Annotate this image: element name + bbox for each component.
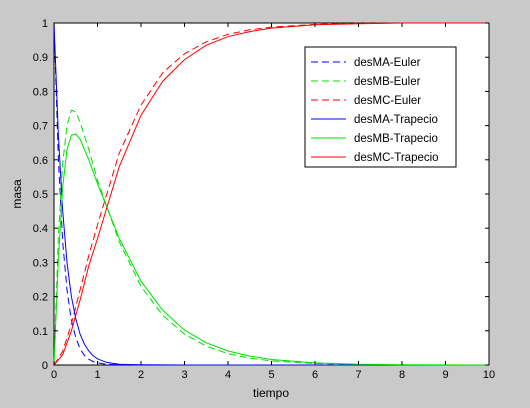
legend-label: desMA-Trapecio	[354, 114, 438, 126]
legend-label: desMB-Euler	[354, 76, 421, 88]
y-axis-label: masa	[10, 179, 24, 209]
y-tick-label: 0.2	[33, 292, 48, 304]
y-tick-label: 0	[42, 360, 48, 372]
x-tick-label: 4	[225, 369, 231, 381]
x-tick-label: 1	[94, 369, 100, 381]
x-tick-label: 6	[312, 369, 318, 381]
y-tick-label: 0.3	[33, 257, 48, 269]
x-tick-label: 3	[181, 369, 187, 381]
y-tick-label: 0.6	[33, 155, 48, 167]
legend-label: desMC-Trapecio	[354, 152, 439, 164]
y-tick-label: 0.8	[33, 86, 48, 98]
x-tick-label: 7	[355, 369, 361, 381]
x-tick-label: 5	[268, 369, 274, 381]
x-tick-label: 9	[442, 369, 448, 381]
legend: desMA-Euler desMB-Euler desMC-Euler desMA-T…	[305, 47, 456, 167]
y-tick-label: 1	[42, 18, 48, 30]
x-axis-label: tiempo	[253, 386, 289, 400]
x-tick-label: 10	[483, 369, 495, 381]
y-tick-label: 0.5	[33, 189, 48, 201]
y-tick-label: 0.9	[33, 52, 48, 64]
y-tick-label: 0.4	[33, 223, 48, 235]
x-tick-label: 2	[138, 369, 144, 381]
x-tick-label: 8	[399, 369, 405, 381]
legend-label: desMC-Euler	[354, 95, 421, 107]
x-tick-label: 0	[51, 369, 57, 381]
legend-label: desMA-Euler	[354, 57, 421, 69]
y-tick-label: 0.7	[33, 121, 48, 133]
y-tick-label: 0.1	[33, 326, 48, 338]
legend-label: desMB-Trapecio	[354, 133, 438, 145]
